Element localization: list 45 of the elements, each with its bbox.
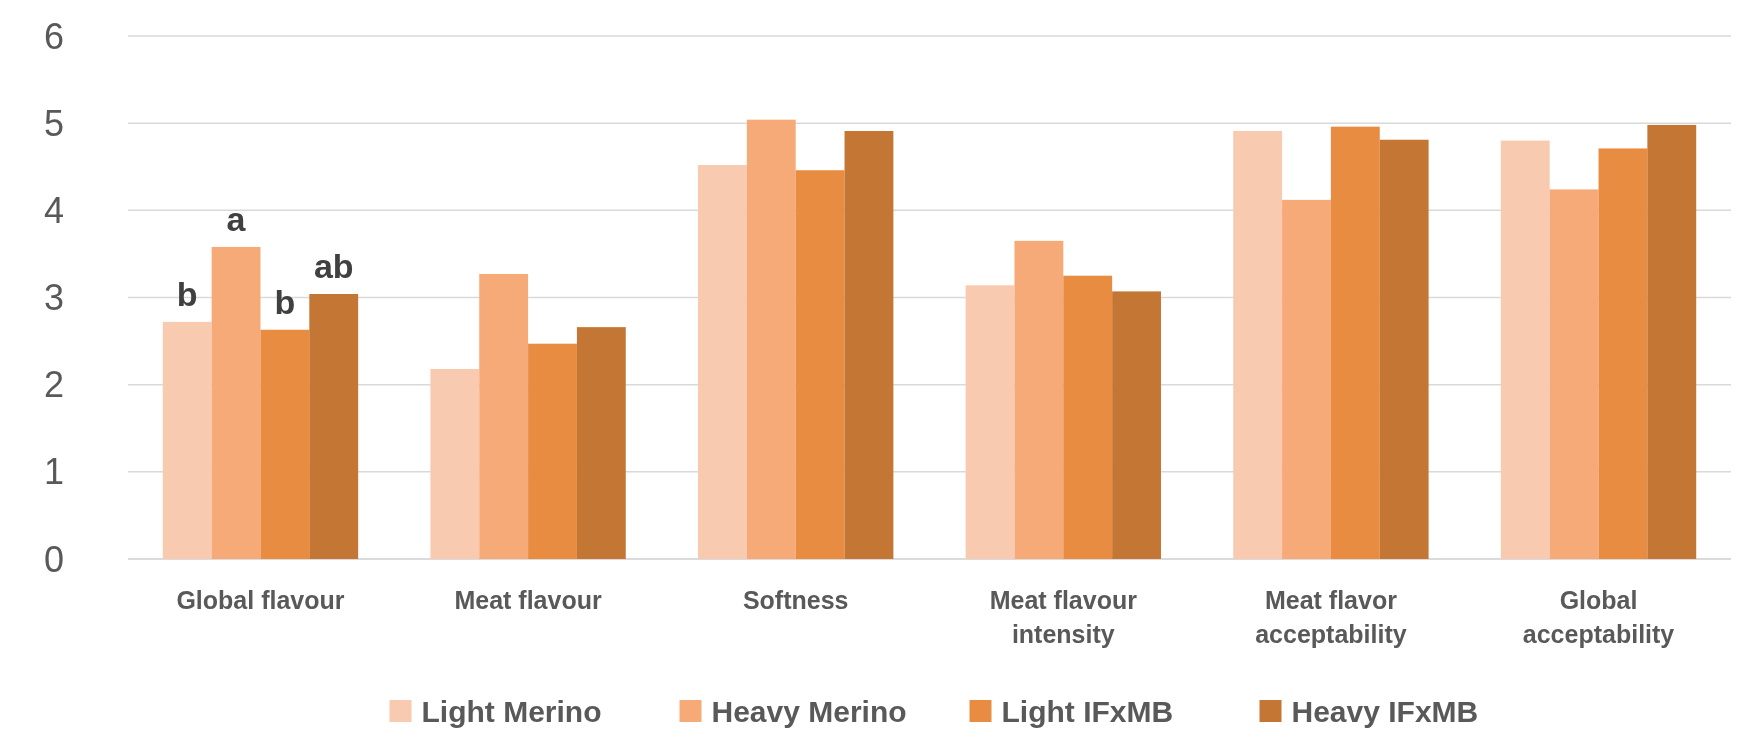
bar <box>844 131 894 559</box>
y-tick-label: 1 <box>43 451 64 493</box>
bar <box>1282 199 1331 559</box>
bar <box>576 327 626 559</box>
bar <box>479 273 529 559</box>
bar <box>1549 189 1599 559</box>
bar <box>430 368 480 559</box>
bar <box>1598 148 1648 559</box>
bar <box>1233 131 1283 559</box>
x-tick-label: Global flavour <box>176 586 345 614</box>
y-tick-label: 5 <box>43 102 64 144</box>
bar <box>1014 240 1064 559</box>
bar <box>1112 291 1161 559</box>
bar <box>1647 124 1697 559</box>
y-tick-label: 0 <box>43 538 64 580</box>
bar <box>1063 275 1113 559</box>
annotation: a <box>226 199 247 238</box>
bar <box>795 170 845 559</box>
legend-label: Heavy IFxMB <box>1291 694 1479 728</box>
y-tick-label: 4 <box>43 189 64 231</box>
legend-label: Light Merino <box>421 694 602 728</box>
y-tick-label: 6 <box>43 15 64 57</box>
bar <box>746 119 796 559</box>
bar <box>309 294 359 559</box>
annotation: b <box>274 282 296 321</box>
bar <box>528 343 577 559</box>
y-tick-label: 2 <box>43 364 64 406</box>
annotation: ab <box>313 247 354 286</box>
x-tick-label: Meat flavour <box>454 586 602 614</box>
x-tick-label: Meat flavor acceptability <box>1255 586 1407 648</box>
annotation: b <box>176 274 198 313</box>
bar <box>1500 140 1550 559</box>
y-tick-label: 3 <box>43 277 64 319</box>
bar <box>211 246 261 559</box>
bar <box>1379 139 1429 559</box>
bar <box>698 165 747 559</box>
legend-label: Heavy Merino <box>711 694 907 728</box>
bar <box>260 329 310 559</box>
bar <box>1330 126 1380 559</box>
x-tick-label: Meat flavour intensity <box>989 586 1138 648</box>
bar <box>965 285 1015 559</box>
x-tick-label: Softness <box>742 586 849 614</box>
bar <box>162 321 212 559</box>
x-tick-label: Global acceptability <box>1522 586 1675 648</box>
legend-label: Light IFxMB <box>1001 694 1174 728</box>
